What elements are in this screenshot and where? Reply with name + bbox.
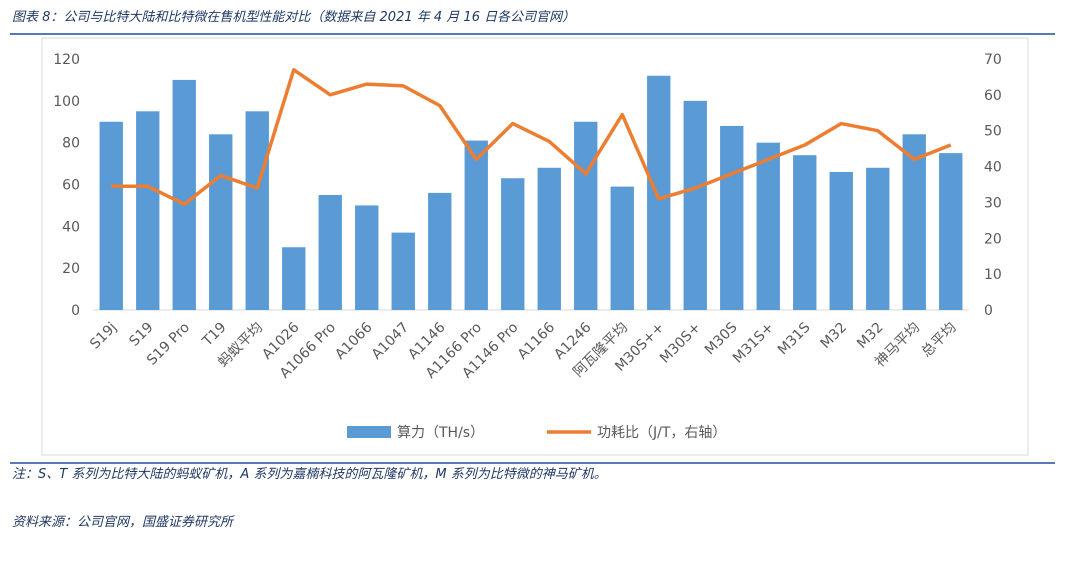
x-tick-label: A1047 <box>369 320 412 363</box>
bar <box>245 111 269 311</box>
x-tick-label: M30S+ <box>657 320 704 367</box>
y2-tick-label: 10 <box>984 267 1002 283</box>
line <box>111 68 952 206</box>
y-tick-label: 0 <box>71 303 80 319</box>
x-tick-label: M31S+ <box>730 320 777 367</box>
bar <box>501 178 525 310</box>
legend-label: 功耗比（J/T，右轴） <box>597 425 726 441</box>
bar <box>464 140 488 310</box>
bar <box>99 121 123 310</box>
y-tick-label: 80 <box>62 136 80 152</box>
y-tick-label: 120 <box>53 52 80 68</box>
chart-frame <box>41 37 1029 456</box>
bar <box>282 247 306 310</box>
x-tick-label: S19j <box>87 320 120 353</box>
y2-tick-label: 0 <box>984 303 993 319</box>
bar <box>939 153 963 310</box>
bar <box>391 232 415 310</box>
y2-tick-label: 70 <box>984 52 1002 68</box>
y-tick-label: 60 <box>62 178 80 194</box>
bar <box>756 142 780 310</box>
y2-tick-label: 30 <box>984 195 1002 211</box>
y2-tick-label: 60 <box>984 88 1002 104</box>
y2-tick-label: 20 <box>984 231 1002 247</box>
legend-label: 算力（TH/s） <box>397 425 484 441</box>
y-tick-label: 100 <box>53 94 80 110</box>
y-tick-label: 40 <box>62 219 80 235</box>
bar <box>537 167 561 310</box>
bar <box>866 167 890 310</box>
x-tick-label: M32 <box>818 320 850 352</box>
source: 资料来源：公司官网，国盛证券研究所 <box>12 514 235 530</box>
x-tick-label: A1066 <box>332 319 375 362</box>
bar <box>647 75 671 310</box>
bar <box>428 192 452 310</box>
bar <box>136 111 160 311</box>
x-tick-label: M32 <box>854 320 886 352</box>
bar <box>720 125 744 310</box>
y-tick-label: 20 <box>62 261 80 277</box>
y2-tick-label: 40 <box>984 160 1002 176</box>
x-tick-label: S19 <box>126 320 156 350</box>
x-tick-label: T19 <box>199 320 230 351</box>
x-tick-label: M31S <box>775 319 814 358</box>
bar <box>355 205 379 310</box>
bar <box>902 134 926 310</box>
bar <box>683 100 707 310</box>
bar <box>610 186 634 310</box>
bar <box>793 155 817 310</box>
bar <box>829 171 853 310</box>
bar <box>318 194 342 310</box>
note: 注：S、T 系列为比特大陆的蚂蚁矿机，A 系列为嘉楠科技的阿瓦隆矿机，M 系列为… <box>12 467 607 482</box>
x-tick-label: 总平均 <box>919 320 960 361</box>
bar <box>209 134 233 310</box>
y2-tick-label: 50 <box>984 124 1002 140</box>
figure-title: 图表 8：公司与比特大陆和比特微在售机型性能对比（数据来自 2021 年 4 月… <box>12 9 575 25</box>
bar <box>574 121 598 310</box>
bar <box>172 79 196 311</box>
legend-swatch <box>347 426 391 438</box>
x-tick-label: A1166 <box>515 319 558 362</box>
